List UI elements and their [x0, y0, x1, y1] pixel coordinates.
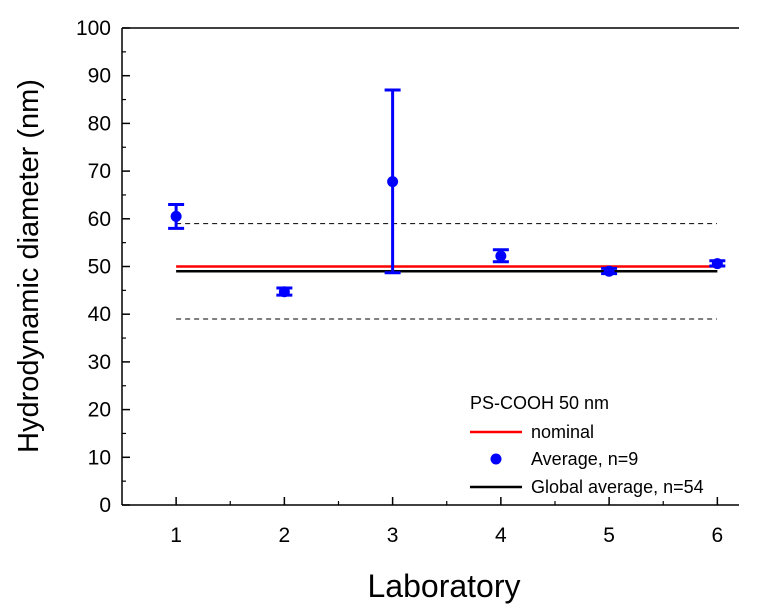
legend-nominal-label: nominal [531, 422, 594, 442]
data-point-2 [278, 286, 290, 298]
y-tick-label-100: 100 [76, 17, 111, 40]
x-tick-label-5: 5 [603, 524, 615, 547]
legend-average-marker [490, 453, 502, 465]
legend-average-label: Average, n=9 [531, 449, 638, 469]
y-tick-label-80: 80 [88, 112, 111, 135]
legend-title: PS-COOH 50 nm [470, 393, 609, 413]
y-tick-label-60: 60 [88, 208, 111, 231]
data-point-6 [711, 258, 723, 270]
y-axis-title: Hydrodynamic diameter (nm) [13, 79, 45, 453]
x-tick-label-4: 4 [495, 524, 507, 547]
legend-global-average-label: Global average, n=54 [531, 477, 704, 497]
data-point-1 [170, 210, 182, 222]
y-tick-label-30: 30 [88, 351, 111, 374]
y-tick-label-70: 70 [88, 160, 111, 183]
x-tick-label-2: 2 [279, 524, 291, 547]
x-tick-label-3: 3 [387, 524, 399, 547]
y-tick-label-0: 0 [99, 494, 111, 517]
data-point-3 [387, 176, 399, 188]
data-point-4 [495, 250, 507, 262]
x-tick-label-6: 6 [712, 524, 724, 547]
y-tick-label-10: 10 [88, 446, 111, 469]
data-point-5 [603, 265, 615, 277]
axes: 0 10 20 30 40 50 60 70 80 90 100 1 2 3 4 5 6 [76, 17, 739, 547]
x-axis-title: Laboratory [368, 568, 521, 604]
y-tick-label-40: 40 [88, 303, 111, 326]
x-tick-label-1: 1 [170, 524, 182, 547]
legend: PS-COOH 50 nm nominal Average, n=9 Globa… [470, 393, 704, 497]
plot-area [168, 88, 726, 320]
y-tick-label-90: 90 [88, 65, 111, 88]
y-tick-label-50: 50 [88, 256, 111, 279]
y-tick-label-20: 20 [88, 399, 111, 422]
